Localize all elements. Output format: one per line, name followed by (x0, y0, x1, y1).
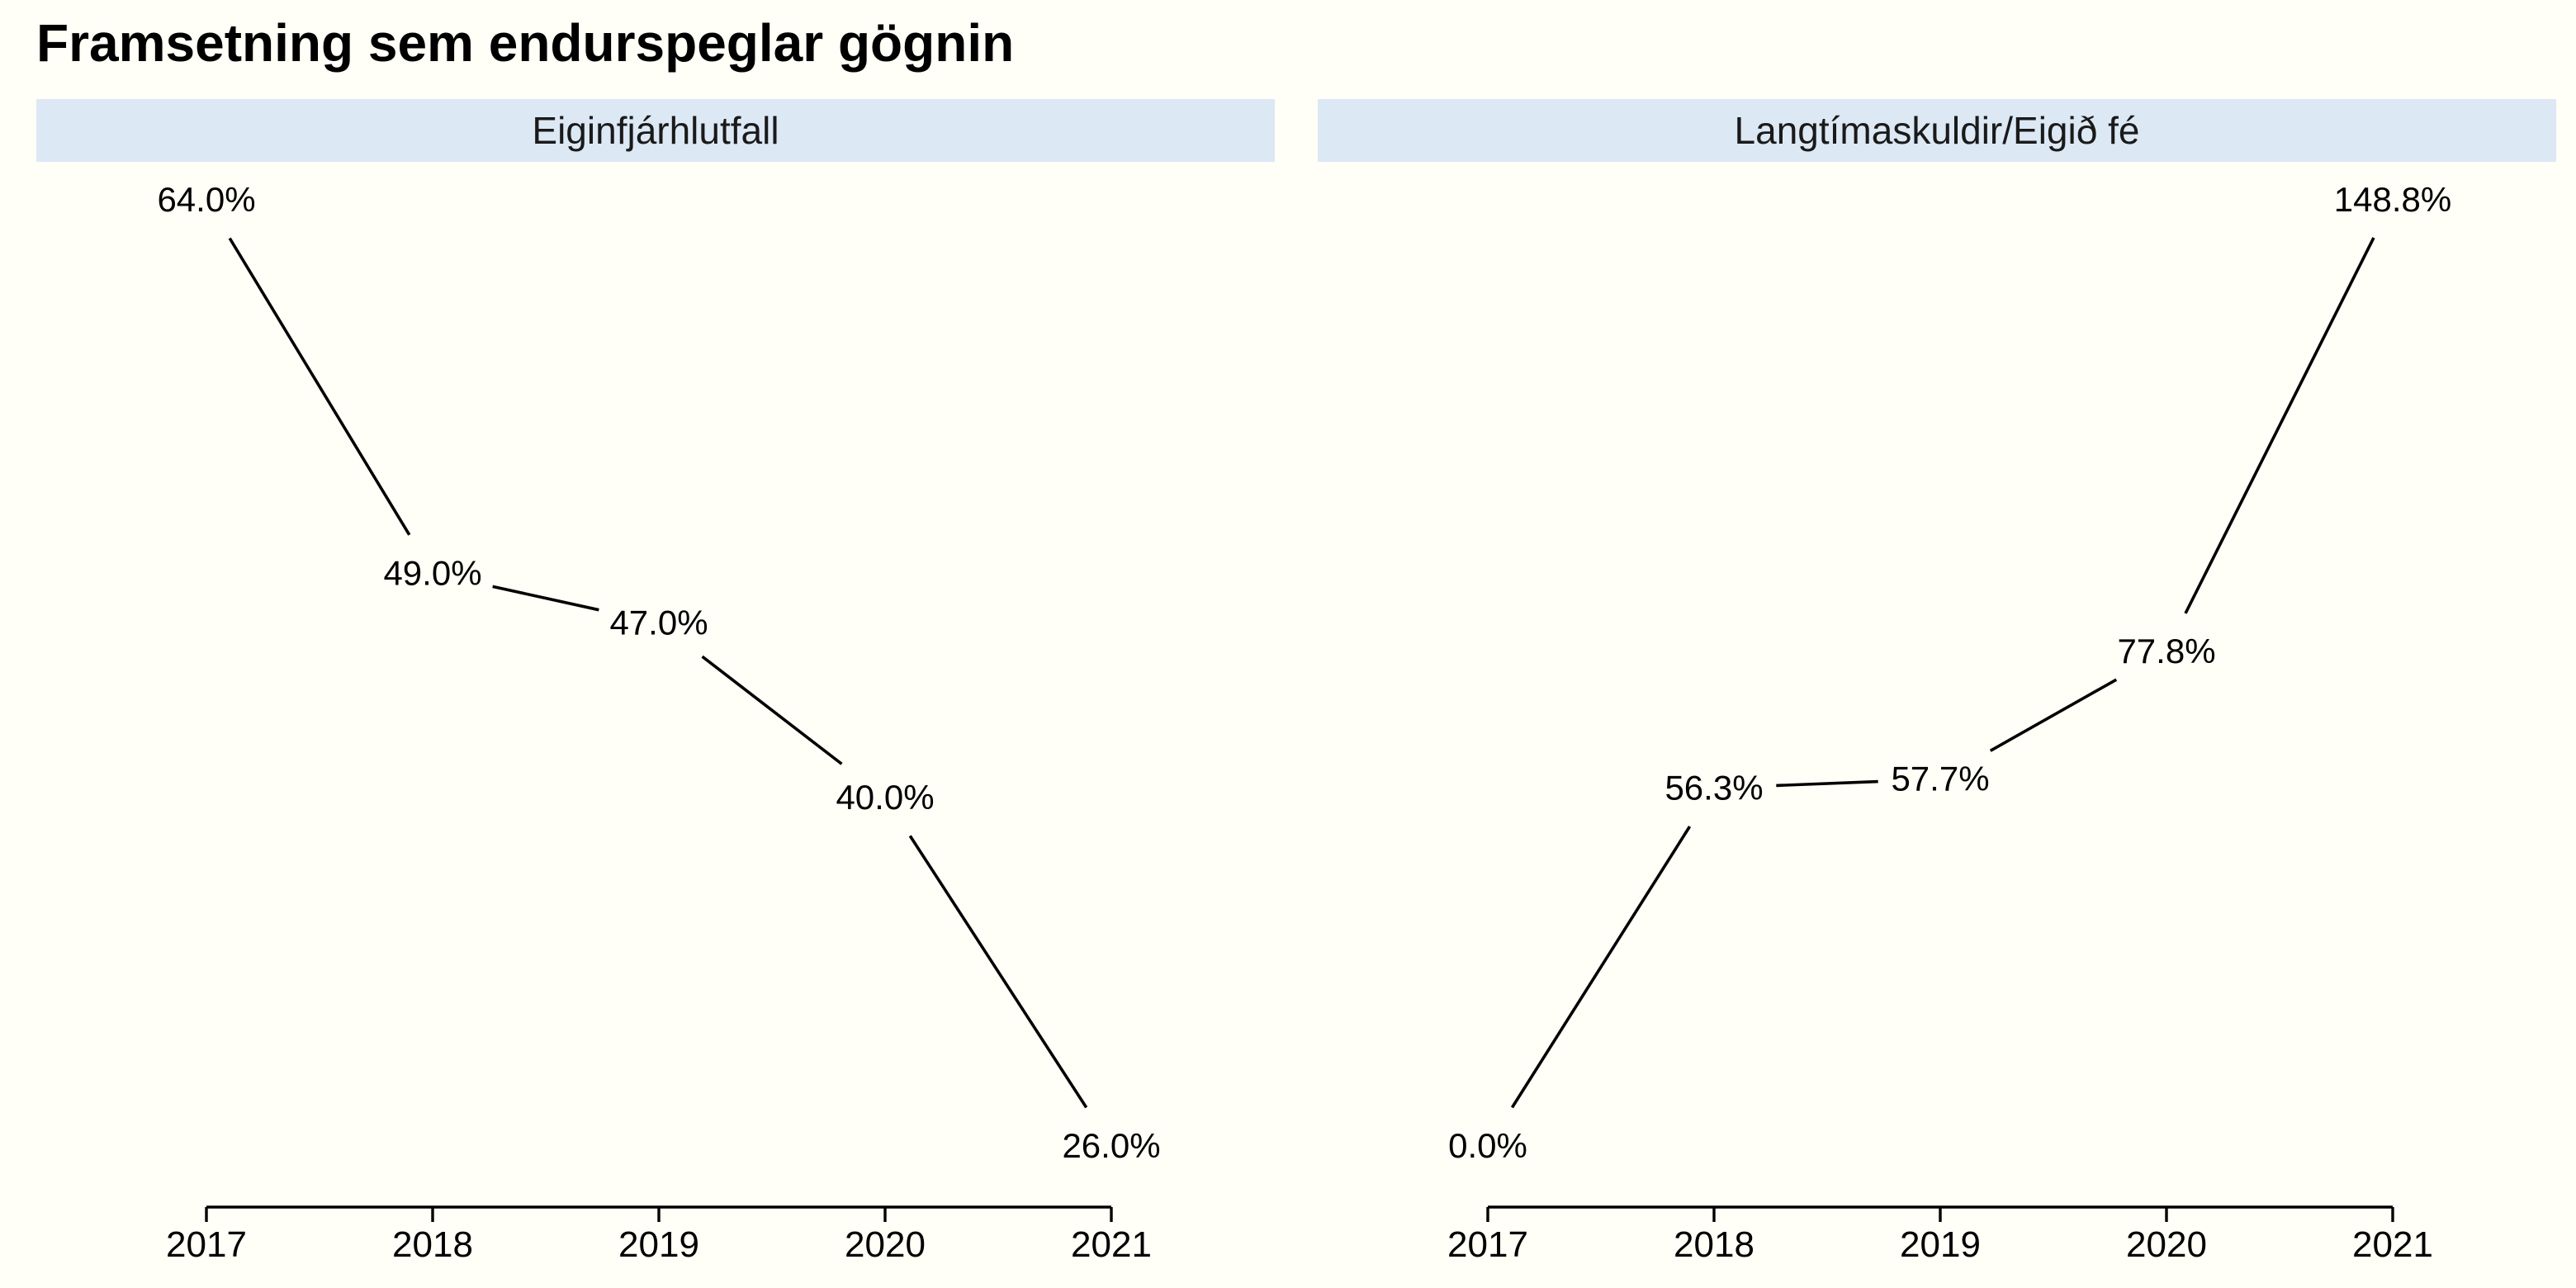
x-tick-label: 2017 (166, 1224, 247, 1265)
data-label: 56.3% (1664, 768, 1763, 807)
facet-strip-label: Eiginfjárhlutfall (532, 109, 779, 152)
facet-strip (36, 99, 1275, 162)
data-label: 49.0% (383, 553, 481, 592)
x-tick-label: 2018 (392, 1224, 473, 1265)
facet-strip (1318, 99, 2556, 162)
data-label: 64.0% (157, 180, 255, 219)
data-label: 148.8% (2334, 180, 2451, 219)
series-line-segment (1510, 826, 1692, 1109)
facet-strip-label: Langtímaskuldir/Eigið fé (1735, 109, 2140, 152)
chart-title: Framsetning sem endurspeglar gögnin (36, 13, 1014, 73)
x-tick-label: 2021 (2352, 1224, 2433, 1265)
series-line-segment (2184, 237, 2375, 614)
facet-panel-2: Langtímaskuldir/Eigið fé 0.0% 56.3% 57.7% 77… (1318, 99, 2556, 1265)
series-line-segment (701, 655, 843, 765)
x-tick-label: 2019 (1900, 1224, 1981, 1265)
data-label: 40.0% (836, 778, 934, 817)
facet-panel-1: Eiginfjárhlutfall 64.0% 49.0% 47.0% 40.0% 26.… (36, 99, 1275, 1265)
series-line-segment (228, 237, 411, 536)
data-label: 47.0% (609, 604, 708, 642)
x-tick-label: 2018 (1674, 1224, 1754, 1265)
data-label: 0.0% (1448, 1126, 1527, 1165)
series-line-segment (1776, 779, 1878, 788)
x-tick-label: 2019 (618, 1224, 699, 1265)
series-line-segment (492, 585, 599, 612)
x-tick-label: 2020 (2126, 1224, 2207, 1265)
x-tick-label: 2021 (1071, 1224, 1152, 1265)
data-label: 26.0% (1062, 1126, 1160, 1165)
x-tick-label: 2020 (845, 1224, 926, 1265)
data-label: 77.8% (2117, 632, 2215, 670)
facet-panels: Eiginfjárhlutfall 64.0% 49.0% 47.0% 40.0% 26.… (36, 99, 2556, 1265)
x-tick-label: 2017 (1447, 1224, 1528, 1265)
series-line-segment (1989, 678, 2118, 752)
series-line-segment (908, 835, 1088, 1109)
data-label: 57.7% (1891, 760, 1989, 798)
